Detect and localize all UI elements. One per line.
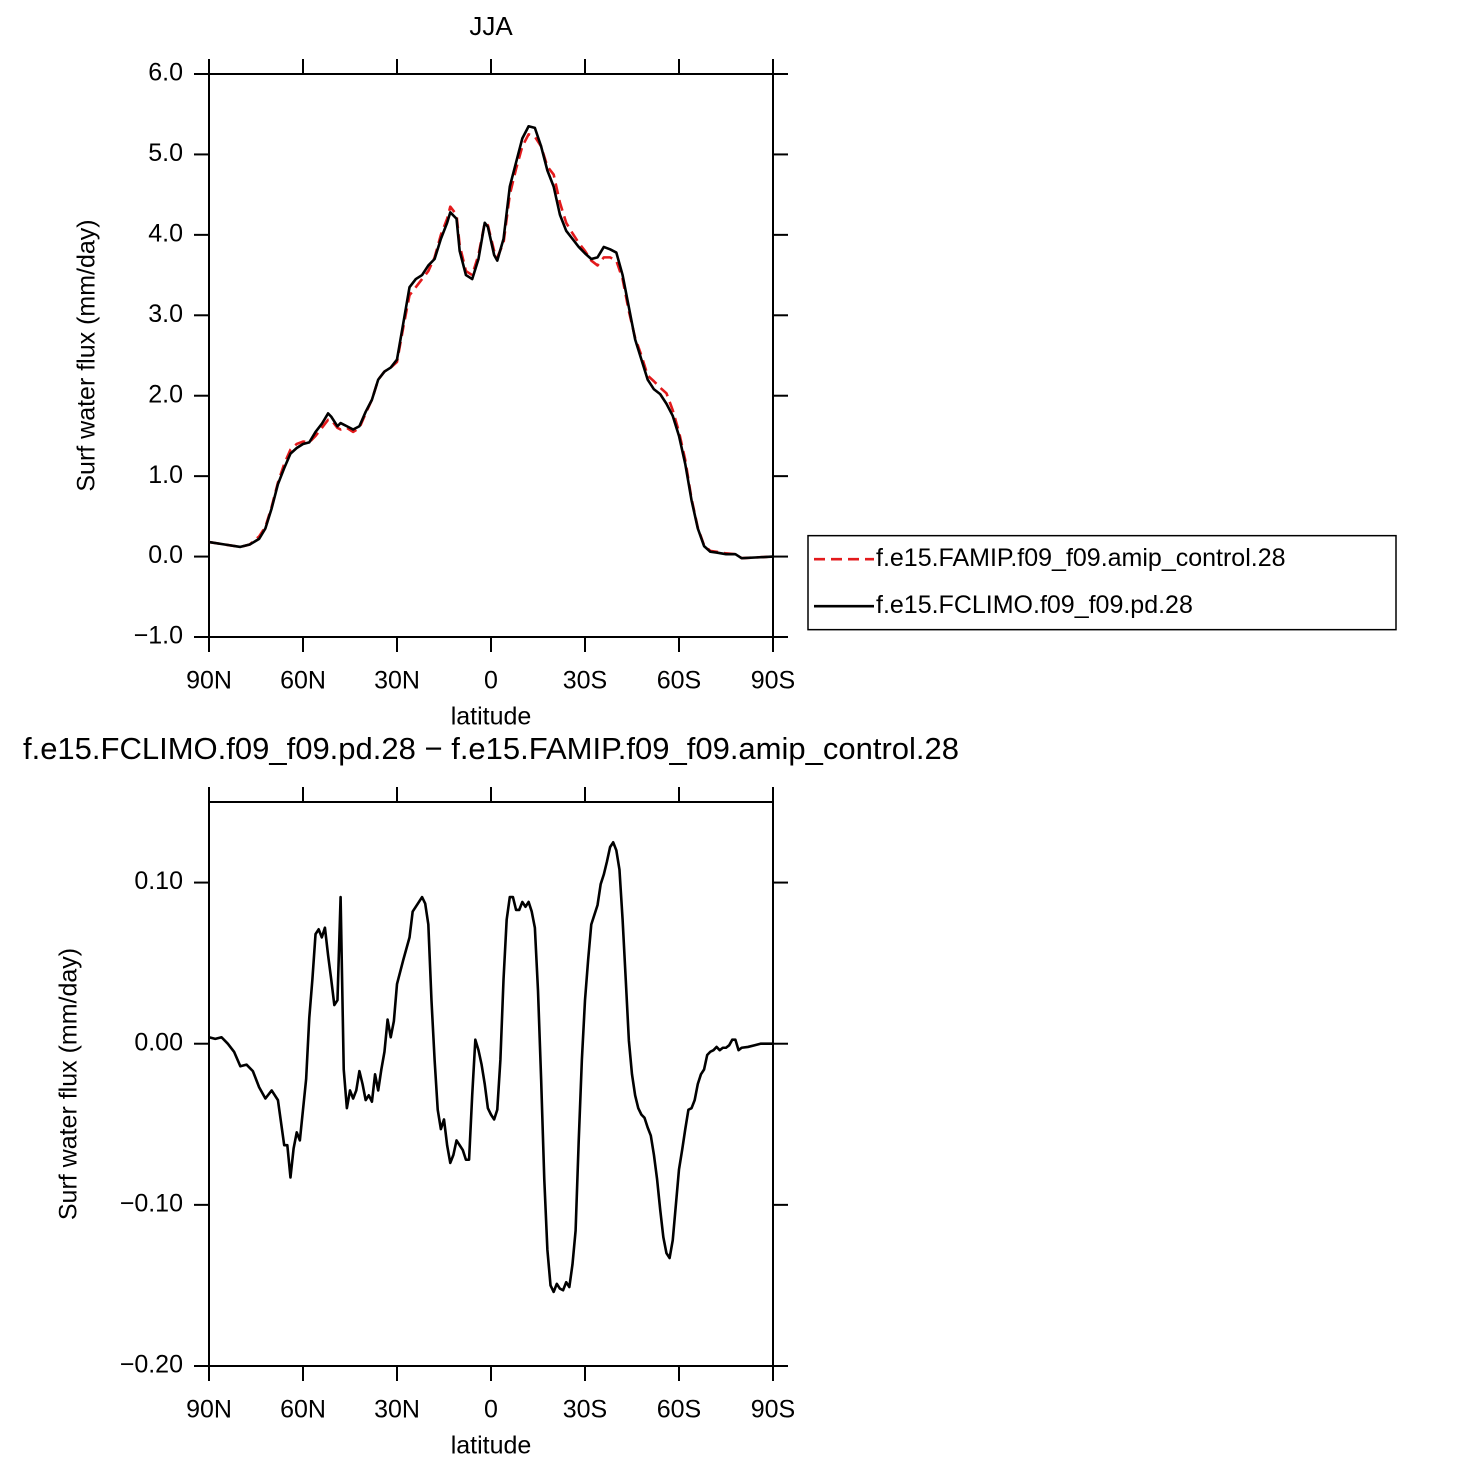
y-tick-label: −1.0 [134,622,183,650]
x-tick-label: 0 [484,667,498,695]
x-tick-label: 60N [280,1396,326,1424]
y-tick-label: 1.0 [148,461,183,489]
x-tick-label: 60S [657,1396,701,1424]
x-tick-label: 60N [280,667,326,695]
data-line [208,124,774,560]
legend-box [807,534,1397,631]
y-axis-label: Surf water flux (mm/day) [55,948,83,1220]
x-axis-label: latitude [451,1432,532,1460]
x-tick-label: 30S [563,1396,607,1424]
x-tick-label: 90N [186,1396,232,1424]
chart-title: f.e15.FCLIMO.f09_f09.pd.28 − f.e15.FAMIP… [23,731,959,766]
y-tick-label: 0.00 [134,1028,183,1056]
x-tick-label: 30N [374,1396,420,1424]
y-tick-label: 0.10 [134,867,183,895]
y-tick-label: 0.0 [148,541,183,569]
y-tick-label: −0.20 [120,1351,183,1379]
y-tick-label: −0.10 [120,1189,183,1217]
x-axis-label: latitude [451,703,532,731]
y-tick-label: 6.0 [148,59,183,87]
y-tick-label: 5.0 [148,139,183,167]
x-tick-label: 90N [186,667,232,695]
data-line [208,133,774,560]
x-tick-label: 30S [563,667,607,695]
y-tick-label: 4.0 [148,219,183,247]
legend-label: f.e15.FAMIP.f09_f09.amip_control.28 [876,544,1286,572]
x-tick-label: 30N [374,667,420,695]
y-axis-label: Surf water flux (mm/day) [73,219,101,491]
data-line [208,840,773,1294]
plot-frame [208,73,774,638]
chart-title: JJA [469,11,513,41]
legend-label: f.e15.FCLIMO.f09_f09.pd.28 [876,591,1193,619]
x-tick-label: 90S [751,1396,795,1424]
plot-frame [208,801,774,1367]
x-tick-label: 0 [484,1396,498,1424]
x-tick-label: 60S [657,667,701,695]
y-tick-label: 3.0 [148,300,183,328]
y-tick-label: 2.0 [148,380,183,408]
x-tick-label: 90S [751,667,795,695]
